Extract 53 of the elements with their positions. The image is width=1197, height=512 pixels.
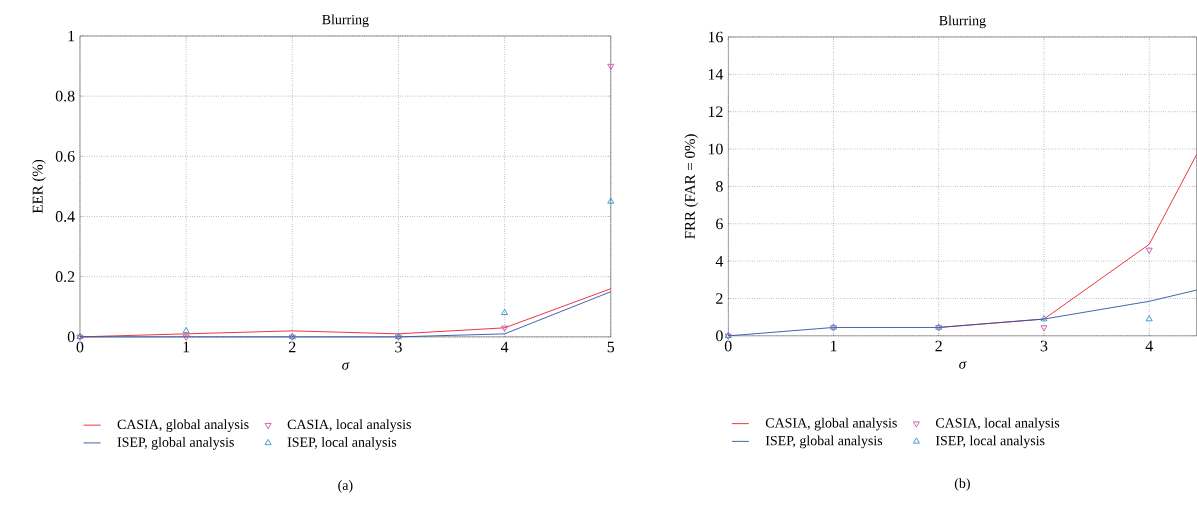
legend-label: CASIA, global analysis: [765, 417, 897, 431]
x-tick-label: 0: [724, 340, 732, 352]
y-tick-label: 0: [716, 330, 723, 342]
y-tick-label: 0: [67, 331, 75, 343]
x-tick-label: 1: [183, 341, 190, 353]
y-tick-label: 14: [708, 69, 724, 80]
x-axis-title: σ: [959, 361, 967, 369]
legend-label: ISEP, global analysis: [765, 435, 883, 449]
y-tick-label: 10: [708, 143, 723, 155]
legend-label: ISEP, global analysis: [117, 437, 234, 450]
legend-label: ISEP, local analysis: [935, 435, 1045, 449]
x-tick-label: 2: [935, 340, 942, 352]
y-tick-label: 6: [716, 218, 723, 230]
line-series: [727, 289, 1197, 337]
point: [1145, 247, 1153, 254]
x-tick-label: 2: [289, 341, 296, 353]
x-tick-label: 3: [1040, 340, 1048, 352]
x-tick-label: 5: [607, 341, 615, 353]
y-tick-label: 1: [68, 30, 75, 42]
text: (a): [338, 480, 353, 493]
point: [1145, 315, 1153, 322]
y-axis-title: EER (%): [32, 160, 46, 214]
x-tick-label: 0: [76, 341, 84, 353]
x-tick-label: 1: [830, 340, 837, 352]
y-tick-label: 0.6: [55, 151, 75, 162]
chart-title: Blurring: [322, 14, 369, 28]
y-tick-label: 0.4: [55, 211, 75, 222]
point: [182, 334, 190, 341]
y-tick-label: 12: [708, 106, 723, 118]
y-tick-label: 2: [716, 293, 723, 304]
y-tick-label: 8: [716, 181, 723, 192]
point: [1040, 315, 1048, 322]
y-axis-title: FRR (FAR = 0%): [684, 134, 698, 239]
y-tick-label: 0.8: [55, 90, 75, 102]
point: [607, 197, 615, 204]
text: (b): [954, 478, 970, 491]
chart-title: Blurring: [939, 15, 986, 29]
legend-label: CASIA, local analysis: [935, 417, 1060, 431]
x-axis-title: σ: [342, 362, 350, 370]
legend-label: CASIA, global analysis: [117, 419, 249, 433]
x-tick-label: 4: [500, 341, 509, 353]
point: [501, 308, 509, 316]
point: [182, 327, 190, 334]
point: [607, 64, 615, 71]
legend-label: CASIA, local analysis: [287, 419, 411, 433]
point: [501, 325, 509, 332]
x-tick-label: 3: [395, 341, 402, 353]
y-tick-label: 0.2: [55, 271, 75, 283]
legend-label: ISEP, local analysis: [287, 437, 397, 450]
x-tick-label: 4: [1145, 340, 1153, 352]
y-tick-label: 16: [708, 31, 723, 43]
y-tick-label: 4: [715, 256, 724, 267]
point: [1040, 325, 1048, 332]
